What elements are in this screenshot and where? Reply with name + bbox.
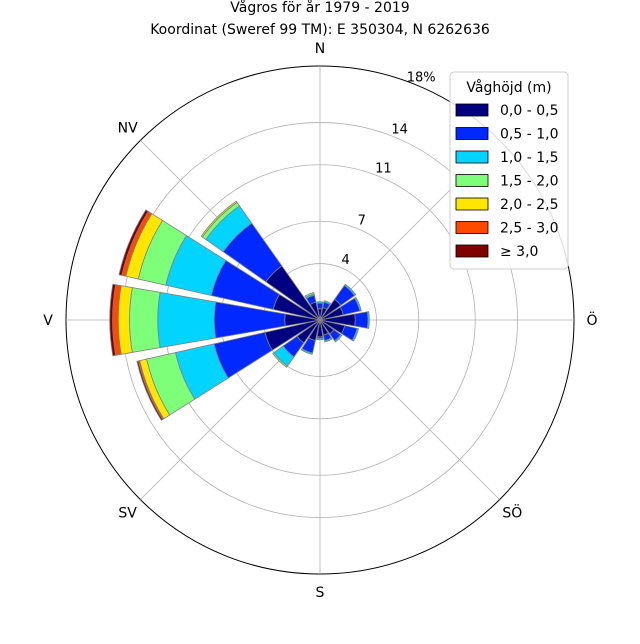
legend-label: 1,5 - 2,0 [500,174,558,190]
rose-bar-segment [351,327,360,342]
legend-label: ≥ 3,0 [500,244,538,260]
legend-swatch [455,174,489,187]
legend-swatch [455,244,489,258]
ring-label: 14 [391,122,408,137]
rose-bar-segment [324,337,333,343]
rose-bar-segment [272,351,289,368]
rose-bar-segment [136,360,164,421]
rose-bar-segment [343,283,357,297]
ring-label: 4 [341,253,349,268]
rose-bar-segment [118,209,149,276]
rose-bar-segment [334,334,343,343]
rose-bar-segment [304,291,315,298]
grid-spoke [319,319,500,500]
rose-bar-segment [129,287,161,353]
legend-swatch [455,221,489,234]
rose-bar-segment [366,311,370,329]
direction-label: N [315,41,325,57]
chart-subtitle: Koordinat (Sweref 99 TM): E 350304, N 62… [150,22,490,38]
rose-bar-segment [300,348,314,355]
rose-bar-segment [323,300,332,306]
direction-label: SÖ [502,503,522,521]
direction-labels: N NV V SV S SÖ Ö [43,41,597,601]
rose-bar-segment [354,311,369,329]
legend-swatch [455,127,489,140]
legend-swatch [455,197,489,211]
rose-bar-segment [316,302,324,310]
direction-label: S [316,585,325,601]
legend-frame [449,71,569,270]
rose-bar-segment [109,283,117,357]
ring-label: 11 [375,162,392,177]
direction-label: V [43,313,53,329]
direction-label: NV [118,121,138,137]
rose-bar-segment [200,200,238,238]
ring-labels: 4 7 11 14 18% [341,70,435,268]
legend-label: 0,0 - 0,5 [500,103,558,119]
rose-bars [109,200,370,421]
rose-bar-segment [316,301,324,304]
legend-label: 2,5 - 3,0 [500,221,558,237]
chart-title: Vågros för år 1979 - 2019 [230,0,409,16]
rose-bar-segment [316,337,324,341]
direction-label: SV [118,505,137,521]
legend-label: 2,0 - 2,5 [500,197,558,213]
legend-title: Våghöjd (m) [466,79,551,96]
ring-label: 18% [407,70,436,85]
legend: Våghöjd (m) 0,0 - 0,5 0,5 - 1,0 1,0 - 1,5 1… [449,71,569,270]
legend-items: 0,0 - 0,5 0,5 - 1,0 1,0 - 1,5 1,5 - 2,0 2,0 … [455,103,558,260]
legend-swatch [455,150,489,164]
legend-label: 0,5 - 1,0 [500,127,558,143]
rose-bar-segment [157,291,217,349]
direction-label: Ö [586,311,597,329]
rose-bar-segment [354,296,362,312]
legend-swatch [455,103,489,117]
legend-label: 1,0 - 1,5 [500,150,558,166]
ring-label: 7 [358,214,366,229]
